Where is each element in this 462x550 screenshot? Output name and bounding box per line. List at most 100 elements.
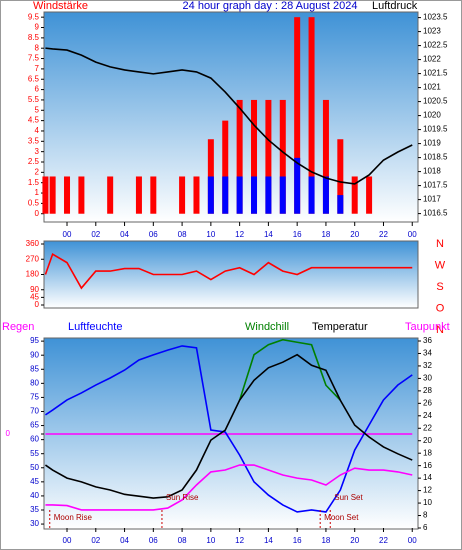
wind-bar bbox=[294, 157, 301, 214]
y-tick-label: 3.5 bbox=[28, 136, 40, 145]
x-tick-label: 08 bbox=[178, 230, 187, 239]
wind-bar bbox=[279, 99, 286, 214]
y2-tick-label: 1020.5 bbox=[423, 97, 448, 106]
wind-bar bbox=[64, 176, 71, 214]
wind-bar bbox=[78, 176, 85, 214]
wind-bar bbox=[308, 176, 315, 214]
series-line bbox=[45, 47, 413, 185]
y3-tick-label: 0 bbox=[6, 429, 11, 438]
y2-tick-label: 30 bbox=[423, 374, 432, 383]
y2-tick-label: 1018.5 bbox=[423, 153, 448, 162]
y2-tick-label: 1023 bbox=[423, 27, 441, 36]
y-tick-label: 270 bbox=[26, 254, 40, 263]
y-tick-label: 0 bbox=[35, 300, 40, 309]
y-tick-label: 65 bbox=[30, 421, 39, 430]
event-label: Moon Set bbox=[324, 513, 359, 522]
legend-label: Taupunkt bbox=[405, 321, 450, 333]
legend-label: Windchill bbox=[245, 321, 289, 333]
y-tick-label: 45 bbox=[30, 292, 39, 301]
x-tick-label: 16 bbox=[293, 536, 302, 545]
x-tick-label: 00 bbox=[63, 230, 72, 239]
wind-bar bbox=[279, 176, 286, 214]
series-line bbox=[44, 252, 413, 290]
y2-tick-label: 1021 bbox=[423, 83, 441, 92]
series-line bbox=[45, 464, 413, 511]
y2-tick-label: 1019 bbox=[423, 139, 441, 148]
event-label: Moon Rise bbox=[54, 513, 93, 522]
x-tick-label: 18 bbox=[321, 230, 330, 239]
direction-label: W bbox=[435, 259, 446, 271]
direction-label: N bbox=[436, 238, 444, 250]
wind-bar bbox=[251, 176, 258, 214]
y2-tick-label: 12 bbox=[423, 486, 432, 495]
wind-bar bbox=[42, 176, 49, 214]
y-tick-label: 1.5 bbox=[28, 178, 40, 187]
y2-tick-label: 10 bbox=[423, 498, 432, 507]
y-tick-label: 7 bbox=[35, 64, 40, 73]
y-tick-label: 6 bbox=[35, 85, 40, 94]
wind-bar bbox=[337, 139, 344, 214]
wind-bar bbox=[322, 176, 329, 214]
x-tick-label: 16 bbox=[293, 230, 302, 239]
wind-bar bbox=[49, 176, 56, 214]
x-tick-label: 20 bbox=[350, 230, 359, 239]
x-tick-label: 10 bbox=[206, 536, 215, 545]
x-tick-label: 14 bbox=[264, 230, 273, 239]
y-tick-label: 30 bbox=[30, 519, 39, 528]
y2-tick-label: 16 bbox=[423, 461, 432, 470]
y2-tick-label: 1019.5 bbox=[423, 125, 448, 134]
y2-tick-label: 1017 bbox=[423, 195, 441, 204]
y2-tick-label: 8 bbox=[423, 511, 428, 520]
y-tick-label: 95 bbox=[30, 336, 39, 345]
y-axis-title: Windstärke bbox=[33, 0, 88, 12]
x-tick-label: 00 bbox=[408, 536, 417, 545]
y-tick-label: 4 bbox=[35, 126, 40, 135]
x-tick-label: 04 bbox=[120, 230, 129, 239]
wind-bar bbox=[251, 99, 258, 214]
y-tick-label: 60 bbox=[30, 435, 39, 444]
wind-bar bbox=[135, 176, 142, 214]
wind-bar bbox=[308, 17, 315, 214]
chart-title: 24 hour graph day : 28 August 2024 bbox=[183, 0, 358, 12]
y2-tick-label: 1017.5 bbox=[423, 181, 448, 190]
y-tick-label: 9.5 bbox=[28, 12, 40, 21]
wind-bar bbox=[236, 99, 243, 214]
series-line bbox=[44, 345, 413, 513]
wind-bar bbox=[193, 176, 200, 214]
y-tick-label: 2.5 bbox=[28, 157, 40, 166]
y-tick-label: 5 bbox=[35, 105, 40, 114]
x-tick-label: 02 bbox=[91, 230, 100, 239]
y2-tick-label: 14 bbox=[423, 473, 432, 482]
y2-tick-label: 20 bbox=[423, 436, 432, 445]
y-tick-label: 5.5 bbox=[28, 95, 40, 104]
y-tick-label: 8 bbox=[35, 43, 40, 52]
series-line bbox=[44, 353, 413, 499]
y2-tick-label: 1016.5 bbox=[423, 209, 448, 218]
y-tick-label: 55 bbox=[30, 449, 39, 458]
y-tick-label: 45 bbox=[30, 477, 39, 486]
event-label: Sun Rise bbox=[166, 493, 199, 502]
wind-bar bbox=[265, 99, 272, 214]
wind-bar bbox=[351, 176, 358, 214]
y-tick-label: 80 bbox=[30, 378, 39, 387]
x-tick-label: 10 bbox=[206, 230, 215, 239]
y-tick-label: 1 bbox=[35, 188, 40, 197]
y-tick-label: 40 bbox=[30, 491, 39, 500]
y2-tick-label: 18 bbox=[423, 448, 432, 457]
y2-tick-label: 1020 bbox=[423, 111, 441, 120]
y-tick-label: 70 bbox=[30, 407, 39, 416]
y2-tick-label: 24 bbox=[423, 411, 432, 420]
y-tick-label: 50 bbox=[30, 463, 39, 472]
y2-tick-label: 6 bbox=[423, 523, 428, 532]
y2-tick-label: 34 bbox=[423, 349, 432, 358]
x-tick-label: 08 bbox=[178, 536, 187, 545]
y-tick-label: 35 bbox=[30, 505, 39, 514]
y2-tick-label: 36 bbox=[423, 336, 432, 345]
wind-bar bbox=[222, 120, 229, 214]
legend-label: Luftfeuchte bbox=[68, 321, 122, 333]
x-tick-label: 06 bbox=[149, 536, 158, 545]
y2-axis-title: Luftdruck bbox=[372, 0, 418, 12]
wind-bar bbox=[366, 176, 373, 214]
wind-bar bbox=[265, 176, 272, 214]
direction-label: N bbox=[436, 324, 444, 336]
